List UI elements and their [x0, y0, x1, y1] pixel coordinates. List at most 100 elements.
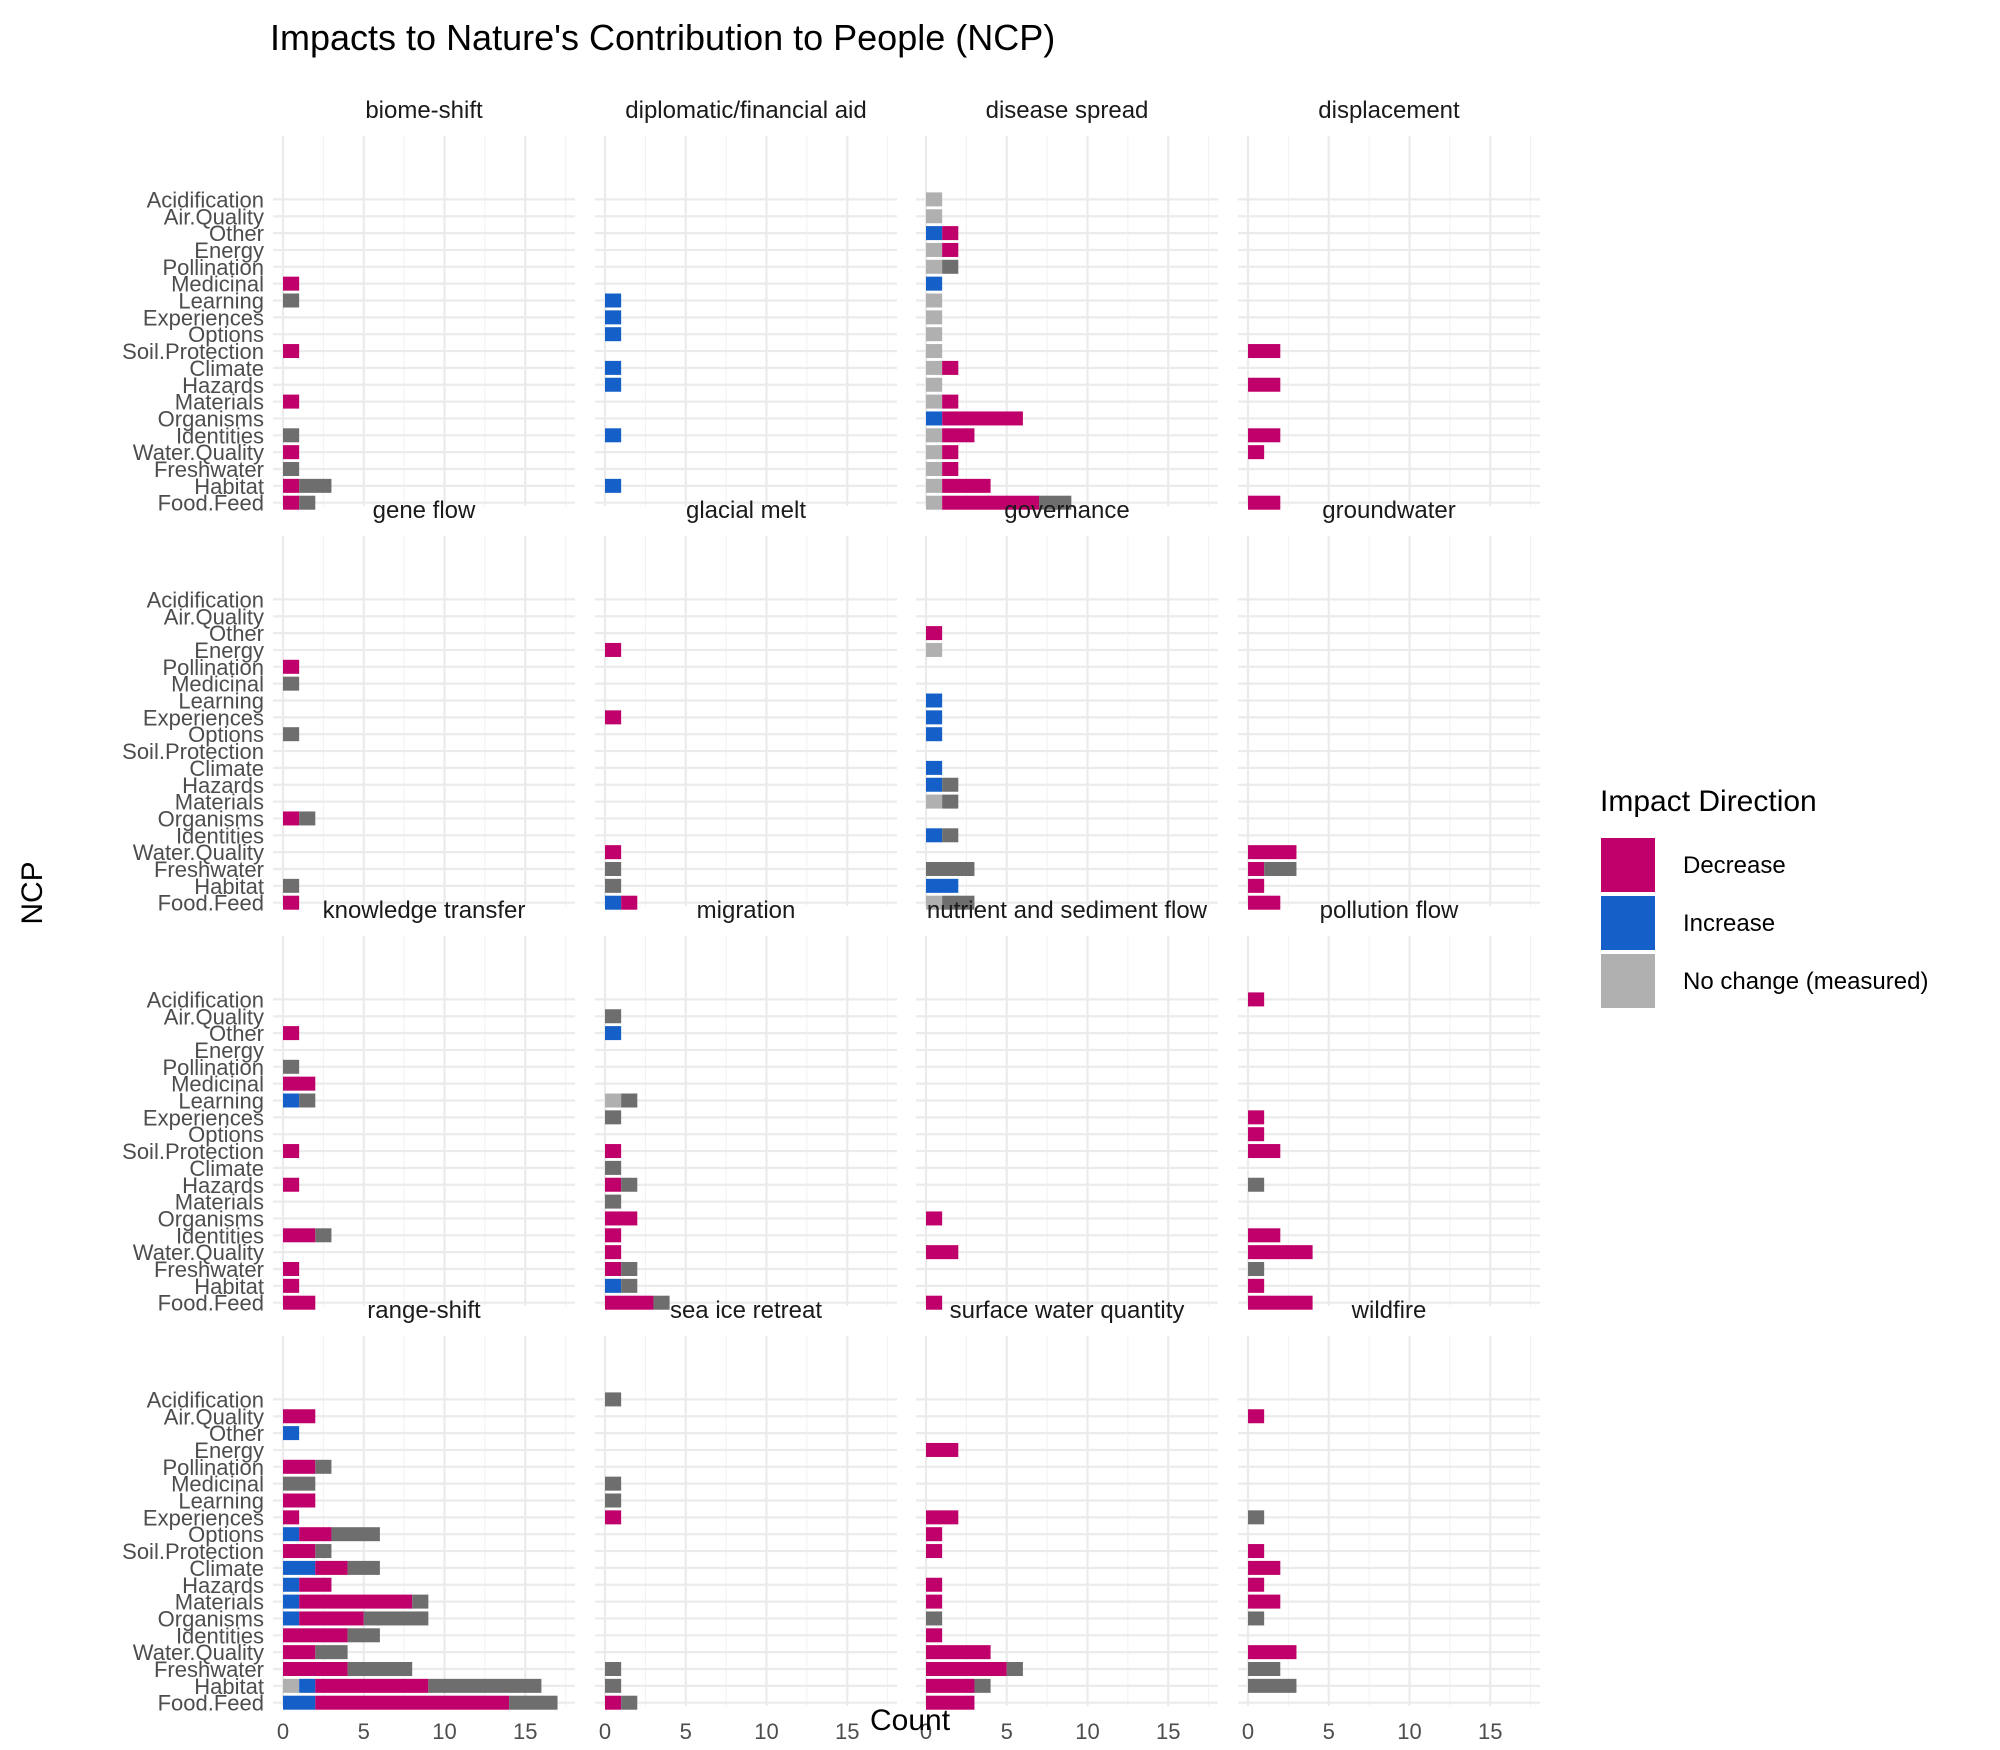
- bar-segment-other-decrease: [926, 626, 943, 641]
- bar-segment-acidification-no-change-measured: [926, 192, 943, 207]
- bar-segment-learning-other: [283, 293, 300, 308]
- bar-segment-habitat-decrease: [942, 478, 991, 493]
- bar-segment-experiences-no-change-measured: [926, 310, 943, 325]
- bar-segment-food-feed-decrease: [621, 895, 638, 910]
- facet-panel-range-shift: range-shift Food.FeedHabitatFreshwaterWat…: [122, 1297, 575, 1744]
- y-tick-label: Experiences: [143, 705, 264, 730]
- x-tick-label: 15: [1156, 1719, 1180, 1744]
- bar-segment-hazards-decrease: [299, 1577, 332, 1592]
- bar-segment-water-quality-decrease: [1248, 1645, 1297, 1660]
- bar-segment-acidification-decrease: [1248, 992, 1265, 1007]
- bar-segment-habitat-decrease: [926, 1678, 975, 1693]
- facet-strip-label: diplomatic/financial aid: [625, 97, 866, 124]
- bar-segment-hazards-increase: [283, 1577, 300, 1592]
- bar-segment-food-feed-decrease: [926, 1295, 943, 1310]
- bar-segment-freshwater-decrease: [283, 1662, 348, 1676]
- y-tick-label: Food.Feed: [158, 491, 264, 516]
- bar-segment-food-feed-decrease: [605, 1295, 654, 1310]
- bar-segment-materials-other: [412, 1594, 429, 1609]
- y-tick-label: Soil.Protection: [122, 739, 264, 764]
- bar-segment-habitat-other: [299, 478, 332, 493]
- y-tick-label: Acidification: [147, 987, 264, 1012]
- bar-segment-food-feed-decrease: [283, 1295, 316, 1310]
- bar-segment-climate-no-change-measured: [926, 360, 943, 375]
- bar-segment-identities-decrease: [1248, 428, 1281, 443]
- bar-segment-climate-decrease: [942, 360, 959, 375]
- bar-segment-soil-protection-decrease: [605, 1144, 622, 1159]
- bar-segment-soil-protection-decrease: [926, 1544, 943, 1559]
- y-tick-label: Organisms: [158, 406, 264, 431]
- bar-segment-food-feed-other: [621, 1695, 638, 1710]
- bar-segment-options-no-change-measured: [926, 327, 943, 342]
- y-tick-label: Medicinal: [171, 1072, 264, 1097]
- bar-segment-food-feed-decrease: [1248, 895, 1281, 910]
- bar-segment-learning-increase: [605, 293, 622, 308]
- y-tick-label: Air.Quality: [164, 204, 264, 229]
- x-tick-label: 0: [599, 1719, 611, 1744]
- facet-strip-label: nutrient and sediment flow: [927, 897, 1208, 924]
- bar-segment-water-quality-decrease: [942, 445, 959, 460]
- y-tick-label: Freshwater: [154, 857, 264, 882]
- bar-segment-air-quality-no-change-measured: [926, 209, 943, 224]
- bar-segment-soil-protection-decrease: [283, 1144, 300, 1159]
- y-tick-label: Hazards: [182, 1173, 264, 1198]
- bar-segment-freshwater-other: [621, 1262, 638, 1276]
- bar-segment-hazards-no-change-measured: [926, 377, 943, 392]
- x-tick-label: 10: [754, 1719, 778, 1744]
- bar-segment-acidification-other: [605, 1392, 622, 1407]
- bar-segment-hazards-increase: [605, 377, 622, 392]
- bar-segment-experiences-decrease: [926, 1510, 959, 1525]
- chart-title: Impacts to Nature's Contribution to Peop…: [270, 17, 1055, 58]
- y-tick-label: Organisms: [158, 1206, 264, 1231]
- bar-segment-habitat-other: [605, 878, 622, 893]
- bar-segment-climate-decrease: [1248, 1560, 1281, 1575]
- bar-segment-hazards-other: [1248, 1177, 1265, 1192]
- y-axis-title: NCP: [16, 861, 49, 924]
- bar-segment-organisms-decrease: [926, 1211, 943, 1226]
- bar-segment-hazards-other: [942, 777, 959, 792]
- bar-segment-food-feed-other: [299, 495, 316, 510]
- x-tick-label: 5: [680, 1719, 692, 1744]
- y-tick-label: Habitat: [194, 1274, 264, 1299]
- bar-segment-habitat-decrease: [1248, 1278, 1265, 1293]
- facet-strip-label: gene flow: [373, 497, 476, 524]
- bar-segment-hazards-decrease: [605, 1177, 622, 1192]
- bar-segment-other-decrease: [942, 226, 959, 241]
- bar-segment-habitat-no-change-measured: [926, 478, 943, 493]
- y-tick-label: Water.Quality: [133, 1240, 264, 1265]
- bar-segment-food-feed-other: [653, 1295, 670, 1310]
- bar-segment-habitat-decrease: [315, 1678, 429, 1693]
- bar-segment-identities-decrease: [283, 1628, 348, 1643]
- bar-segment-identities-decrease: [1248, 1228, 1281, 1243]
- bar-segment-options-other: [283, 727, 300, 742]
- y-tick-label: Pollination: [162, 655, 264, 680]
- bar-segment-food-feed-decrease: [942, 495, 1040, 510]
- facet-strip-label: wildfire: [1351, 1297, 1427, 1324]
- bar-segment-habitat-increase: [299, 1678, 316, 1693]
- bar-segment-climate-increase: [283, 1560, 316, 1575]
- bar-segment-materials-decrease: [926, 1594, 943, 1609]
- bar-segment-habitat-increase: [605, 1278, 622, 1293]
- y-tick-label: Air.Quality: [164, 1404, 264, 1429]
- bar-segment-food-feed-decrease: [315, 1695, 510, 1710]
- bar-segment-experiences-decrease: [1248, 1110, 1265, 1125]
- bar-segment-hazards-increase: [926, 777, 943, 792]
- bar-segment-materials-decrease: [299, 1594, 413, 1609]
- bar-segment-climate-other: [605, 1160, 622, 1175]
- y-tick-label: Pollination: [162, 255, 264, 280]
- bar-segment-habitat-increase: [605, 478, 622, 493]
- bar-segment-freshwater-other: [1248, 1262, 1265, 1276]
- y-tick-label: Identities: [176, 1223, 264, 1248]
- bar-segment-water-quality-decrease: [1248, 845, 1297, 860]
- facet-panel-biome-shift: biome-shift Food.FeedHabitatFreshwaterWat…: [122, 97, 575, 516]
- bar-segment-pollination-decrease: [283, 1459, 316, 1474]
- facet-strip-label: surface water quantity: [950, 1297, 1185, 1324]
- bar-segment-food-feed-other: [1039, 495, 1072, 510]
- bar-segment-habitat-increase: [926, 878, 959, 893]
- x-tick-label: 10: [1075, 1719, 1099, 1744]
- y-tick-label: Water.Quality: [133, 1640, 264, 1665]
- bar-segment-food-feed-increase: [605, 895, 622, 910]
- y-tick-label: Options: [188, 322, 264, 347]
- bar-segment-soil-protection-decrease: [283, 344, 300, 359]
- y-tick-label: Learning: [178, 1089, 264, 1114]
